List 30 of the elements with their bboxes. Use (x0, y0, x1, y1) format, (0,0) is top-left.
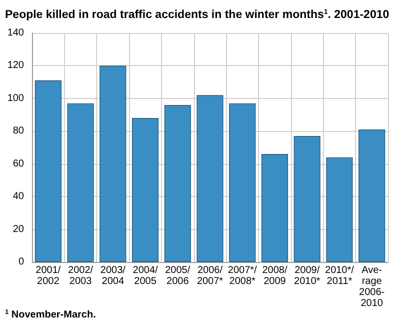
bar (67, 103, 94, 262)
bar (196, 95, 224, 262)
x-tick-label: 2001/ 2002 (36, 265, 61, 287)
y-tick-label: 60 (12, 158, 24, 170)
bar (358, 130, 386, 262)
x-tick-label: Ave- rage 2006- 2010 (359, 265, 385, 309)
bar (294, 136, 320, 262)
bar (132, 118, 159, 262)
x-tick-label: 2005/ 2006 (165, 265, 190, 287)
y-tick-label: 100 (7, 92, 24, 104)
x-tick-label: 2007*/ 2008* (228, 265, 258, 287)
x-tick-label: 2009/ 2010* (294, 265, 320, 287)
y-tick-label: 120 (7, 60, 24, 72)
bar (100, 66, 126, 262)
bar (229, 103, 256, 262)
x-tick-label: 2004/ 2005 (132, 265, 158, 287)
y-tick-label: 20 (12, 224, 24, 235)
y-tick-label: 80 (12, 126, 24, 137)
y-tick-label: 140 (7, 28, 24, 38)
bar (164, 104, 191, 262)
x-tick-label: 2008/ 2009 (262, 265, 288, 287)
y-tick-label: 0 (18, 256, 24, 268)
x-tick-label: 2006/ 2007* (196, 265, 224, 287)
x-tick-label: 2010*/ 2011* (324, 265, 354, 287)
y-tick-label: 40 (12, 191, 24, 202)
bar (261, 154, 288, 262)
x-tick-label: 2003/ 2004 (100, 265, 126, 287)
bar (34, 80, 62, 262)
bar (326, 157, 353, 262)
x-tick-label: 2002/ 2003 (68, 265, 94, 287)
